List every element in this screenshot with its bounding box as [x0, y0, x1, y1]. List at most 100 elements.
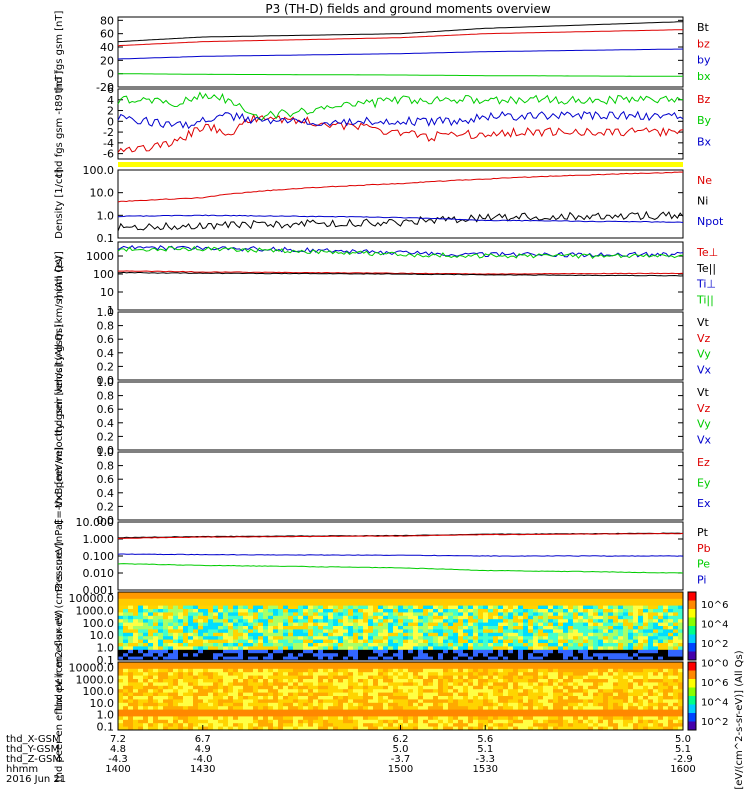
- heatmap-cell: [643, 723, 649, 728]
- heatmap-cell: [278, 619, 284, 624]
- heatmap-cell: [228, 706, 234, 711]
- heatmap-cell: [368, 685, 374, 690]
- heatmap-cell: [173, 726, 179, 731]
- heatmap-cell: [518, 692, 524, 697]
- heatmap-cell: [153, 612, 159, 617]
- heatmap-cell: [348, 646, 354, 651]
- heatmap-cell: [498, 662, 504, 666]
- heatmap-cell: [153, 713, 159, 717]
- heatmap-cell: [148, 598, 154, 603]
- heatmap-cell: [568, 619, 574, 624]
- heatmap-cell: [138, 713, 144, 717]
- heatmap-cell: [378, 699, 384, 704]
- heatmap-cell: [368, 723, 374, 728]
- heatmap-cell: [518, 639, 524, 644]
- heatmap-cell: [633, 726, 639, 731]
- heatmap-cell: [573, 653, 579, 658]
- heatmap-cell: [273, 723, 279, 728]
- heatmap-cell: [548, 605, 554, 610]
- heatmap-cell: [483, 656, 489, 661]
- heatmap-cell: [618, 699, 624, 704]
- heatmap-cell: [318, 609, 324, 613]
- heatmap-cell: [608, 622, 614, 627]
- heatmap-cell: [593, 665, 599, 670]
- heatmap-cell: [533, 605, 539, 610]
- heatmap-cell: [618, 619, 624, 624]
- heatmap-cell: [463, 726, 469, 731]
- y-tick-label: 0.8: [97, 320, 115, 333]
- heatmap-cell: [338, 682, 344, 687]
- heatmap-cell: [133, 595, 139, 600]
- heatmap-cell: [298, 713, 304, 717]
- heatmap-cell: [208, 672, 214, 677]
- heatmap-cell: [533, 629, 539, 634]
- heatmap-cell: [233, 598, 239, 603]
- heatmap-cell: [463, 702, 469, 707]
- heatmap-cell: [228, 602, 234, 607]
- heatmap-cell: [238, 699, 244, 704]
- heatmap-cell: [593, 656, 599, 661]
- heatmap-cell: [213, 719, 219, 724]
- heatmap-cell: [118, 675, 124, 680]
- heatmap-cell: [618, 636, 624, 641]
- heatmap-cell: [423, 706, 429, 711]
- heatmap-cell: [268, 682, 274, 687]
- heatmap-cell: [293, 612, 299, 617]
- heatmap-cell: [488, 668, 494, 673]
- heatmap-cell: [528, 665, 534, 670]
- heatmap-cell: [343, 646, 349, 651]
- heatmap-cell: [148, 653, 154, 658]
- heatmap-cell: [378, 605, 384, 610]
- heatmap-cell: [383, 643, 389, 647]
- xaxis-row-label: thd_Y-GSM: [6, 744, 59, 755]
- heatmap-cell: [203, 682, 209, 687]
- heatmap-cell: [438, 699, 444, 704]
- heatmap-cell: [143, 702, 149, 707]
- heatmap-cell: [653, 592, 659, 596]
- heatmap-cell: [293, 709, 299, 714]
- heatmap-cell: [308, 679, 314, 683]
- heatmap-cell: [213, 679, 219, 683]
- heatmap-cell: [618, 702, 624, 707]
- heatmap-cell: [593, 679, 599, 683]
- heatmap-cell: [148, 615, 154, 620]
- heatmap-cell: [328, 609, 334, 613]
- heatmap-cell: [548, 609, 554, 613]
- heatmap-cell: [438, 615, 444, 620]
- heatmap-cell: [563, 692, 569, 697]
- heatmap-cell: [208, 605, 214, 610]
- heatmap-cell: [268, 653, 274, 658]
- heatmap-cell: [593, 643, 599, 647]
- heatmap-cell: [468, 612, 474, 617]
- heatmap-cell: [303, 649, 309, 654]
- heatmap-cell: [243, 639, 249, 644]
- heatmap-cell: [453, 702, 459, 707]
- heatmap-cell: [193, 615, 199, 620]
- heatmap-cell: [228, 595, 234, 600]
- heatmap-cell: [538, 709, 544, 714]
- heatmap-cell: [448, 706, 454, 711]
- heatmap-cell: [248, 602, 254, 607]
- colorbar-band: [688, 670, 696, 680]
- heatmap-cell: [233, 679, 239, 683]
- heatmap-cell: [213, 716, 219, 721]
- heatmap-cell: [218, 679, 224, 683]
- heatmap-cell: [388, 716, 394, 721]
- heatmap-cell: [348, 632, 354, 637]
- heatmap-cell: [183, 595, 189, 600]
- heatmap-cell: [513, 699, 519, 704]
- heatmap-cell: [458, 689, 464, 694]
- heatmap-cell: [593, 629, 599, 634]
- heatmap-cell: [633, 609, 639, 613]
- heatmap-cell: [368, 602, 374, 607]
- heatmap-cell: [363, 653, 369, 658]
- heatmap-cell: [203, 709, 209, 714]
- heatmap-cell: [408, 592, 414, 596]
- heatmap-cell: [668, 605, 674, 610]
- series-Te⊥: [118, 270, 684, 275]
- heatmap-cell: [373, 672, 379, 677]
- heatmap-cell: [433, 609, 439, 613]
- heatmap-cell: [628, 653, 634, 658]
- heatmap-cell: [123, 706, 129, 711]
- heatmap-cell: [313, 672, 319, 677]
